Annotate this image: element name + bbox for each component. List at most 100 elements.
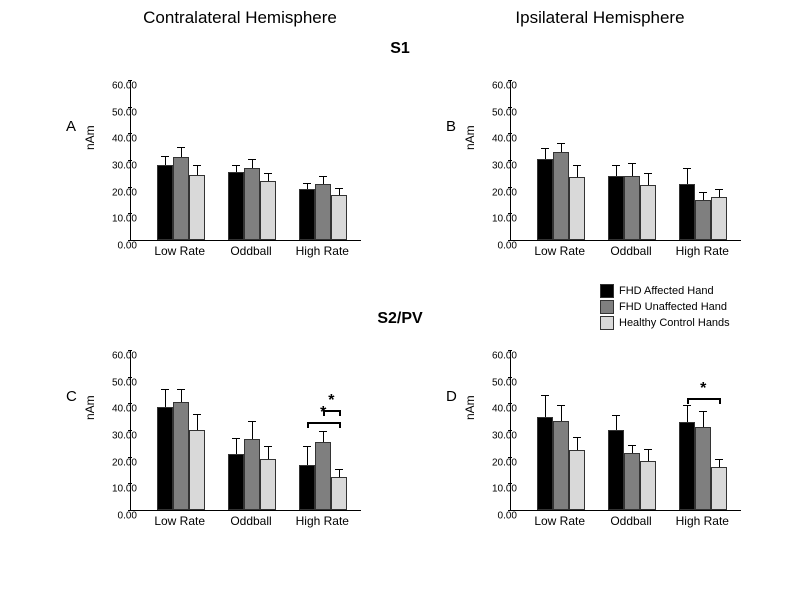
panel-letter: C <box>66 388 77 405</box>
bar <box>679 422 695 510</box>
x-category-label: High Rate <box>676 244 729 258</box>
x-category-label: Oddball <box>610 244 651 258</box>
error-bar <box>648 449 649 461</box>
significance-star: * <box>328 392 334 410</box>
y-tick-label: 60.00 <box>101 351 137 362</box>
significance-bracket <box>323 410 339 412</box>
error-bar <box>165 389 166 408</box>
col-header-left: Contralateral Hemisphere <box>100 8 380 28</box>
bar <box>157 407 173 510</box>
y-tick-label: 0.00 <box>101 511 137 522</box>
error-cap <box>193 414 201 415</box>
error-bar <box>252 421 253 440</box>
bar <box>537 159 553 240</box>
error-cap <box>335 188 343 189</box>
y-axis-label: nAm <box>83 125 97 150</box>
y-tick-label: 40.00 <box>101 134 137 145</box>
panel-d: DnAm*0.0010.0020.0030.0040.0050.0060.00L… <box>470 340 750 540</box>
y-axis-label: nAm <box>83 395 97 420</box>
x-category-label: High Rate <box>296 514 349 528</box>
error-cap <box>573 165 581 166</box>
x-category-label: Low Rate <box>534 514 585 528</box>
bar <box>189 430 205 510</box>
error-cap <box>303 183 311 184</box>
error-cap <box>303 446 311 447</box>
error-cap <box>319 431 327 432</box>
error-cap <box>232 438 240 439</box>
y-tick-mark <box>128 107 132 108</box>
error-cap <box>557 143 565 144</box>
col-header-right: Ipsilateral Hemisphere <box>460 8 740 28</box>
panel-letter: A <box>66 118 76 135</box>
y-tick-mark <box>128 350 132 351</box>
bar <box>624 176 640 240</box>
error-bar <box>703 411 704 427</box>
bar <box>228 172 244 240</box>
error-cap <box>612 165 620 166</box>
error-bar <box>181 389 182 402</box>
y-tick-mark <box>508 187 512 188</box>
significance-bracket <box>687 398 719 400</box>
error-cap <box>715 459 723 460</box>
panel-c: CnAm**0.0010.0020.0030.0040.0050.0060.00… <box>90 340 370 540</box>
error-bar <box>719 189 720 197</box>
y-tick-mark <box>128 187 132 188</box>
error-cap <box>699 411 707 412</box>
error-cap <box>264 173 272 174</box>
error-bar <box>632 163 633 176</box>
bar <box>711 467 727 510</box>
bar <box>640 185 656 240</box>
y-tick-mark <box>508 107 512 108</box>
y-tick-mark <box>128 377 132 378</box>
y-tick-label: 50.00 <box>481 377 517 388</box>
error-bar <box>648 173 649 185</box>
bar <box>711 197 727 240</box>
error-bar <box>687 405 688 422</box>
panel-a: AnAm0.0010.0020.0030.0040.0050.0060.00Lo… <box>90 70 370 270</box>
bar <box>537 417 553 510</box>
bar <box>569 177 585 240</box>
y-tick-mark <box>508 213 512 214</box>
legend-swatch <box>600 300 614 314</box>
error-cap <box>683 405 691 406</box>
legend-swatch <box>600 316 614 330</box>
error-bar <box>268 446 269 459</box>
bar <box>260 459 276 510</box>
error-cap <box>248 421 256 422</box>
y-tick-mark <box>128 403 132 404</box>
bar <box>640 461 656 510</box>
y-tick-label: 40.00 <box>481 404 517 415</box>
error-bar <box>687 168 688 184</box>
plot-area <box>510 80 741 241</box>
panel-letter: D <box>446 388 457 405</box>
significance-bracket <box>307 422 339 424</box>
y-tick-mark <box>508 377 512 378</box>
x-category-label: High Rate <box>676 514 729 528</box>
x-category-label: Oddball <box>610 514 651 528</box>
y-tick-label: 40.00 <box>101 404 137 415</box>
bar <box>608 430 624 510</box>
y-tick-mark <box>128 80 132 81</box>
y-tick-mark <box>508 510 512 511</box>
error-bar <box>561 405 562 421</box>
bar <box>173 157 189 240</box>
y-tick-label: 40.00 <box>481 134 517 145</box>
error-cap <box>248 159 256 160</box>
y-tick-mark <box>508 403 512 404</box>
plot-area: * <box>510 350 741 511</box>
significance-bracket-tick <box>339 410 341 416</box>
legend: FHD Affected HandFHD Unaffected HandHeal… <box>600 284 730 332</box>
error-bar <box>719 459 720 467</box>
significance-bracket-tick <box>687 398 689 404</box>
bar <box>244 439 260 510</box>
y-tick-label: 10.00 <box>101 214 137 225</box>
y-tick-label: 30.00 <box>101 161 137 172</box>
significance-bracket-tick <box>339 422 341 428</box>
error-bar <box>268 173 269 181</box>
y-tick-label: 10.00 <box>101 484 137 495</box>
bar <box>624 453 640 510</box>
y-tick-mark <box>508 350 512 351</box>
bar <box>553 421 569 510</box>
x-category-label: Low Rate <box>154 514 205 528</box>
y-axis-label: nAm <box>463 395 477 420</box>
